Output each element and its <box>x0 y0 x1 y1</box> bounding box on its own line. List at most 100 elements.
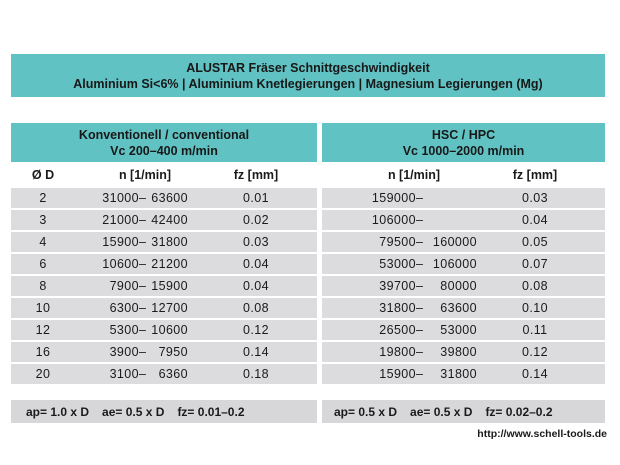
fz-value-conv: 0.08 <box>243 301 269 315</box>
row-conventional-cells: 6 10600–21200 0.04 <box>11 254 317 274</box>
range-dash: – <box>416 279 424 293</box>
n-to: 12700 <box>151 301 188 315</box>
row-hsc-cells: 159000– 0.03 <box>322 188 605 208</box>
n-range-hsc: 106000– <box>370 210 480 230</box>
ap-value-conv: ap= 1.0 x D <box>26 404 90 419</box>
parameter-footer-band: ap= 1.0 x D ae= 0.5 x D fz= 0.01–0.2 ap=… <box>11 400 605 423</box>
n-from: 39700 <box>379 279 416 293</box>
row-conventional-cells: 8 7900–15900 0.04 <box>11 276 317 296</box>
n-to: 31800 <box>151 235 188 249</box>
row-hsc-cells: 31800– 63600 0.10 <box>322 298 605 318</box>
fz-value-hsc: 0.05 <box>522 235 548 249</box>
n-range-conv: 3100–6360 <box>101 364 193 384</box>
n-from: 21000 <box>102 213 139 227</box>
n-to <box>425 188 477 208</box>
n-range-conv: 3900–7950 <box>101 342 193 362</box>
column-header-n-conv: n [1/min] <box>118 168 172 182</box>
fz-value-conv: 0.04 <box>243 279 269 293</box>
fz-value-hsc: 0.04 <box>522 213 548 227</box>
ap-value-hsc: ap= 0.5 x D <box>334 404 398 419</box>
fz-value-conv: 0.14 <box>243 345 269 359</box>
fz-value-hsc: 0.03 <box>522 191 548 205</box>
n-range-conv: 6300–12700 <box>101 298 193 318</box>
n-range-conv: 15900–31800 <box>101 232 193 252</box>
n-range-conv: 5300–10600 <box>101 320 193 340</box>
section-hsc-title: HSC / HPC <box>431 127 496 142</box>
row-hsc-cells: 15900– 31800 0.14 <box>322 364 605 384</box>
row-hsc-cells: 53000–106000 0.07 <box>322 254 605 274</box>
n-to: 106000 <box>432 257 477 271</box>
row-conventional-cells: 20 3100–6360 0.18 <box>11 364 317 384</box>
n-to: 160000 <box>432 235 477 249</box>
column-header-fz-hsc: fz [mm] <box>512 168 558 182</box>
fz-value-conv: 0.03 <box>243 235 269 249</box>
section-conventional-vc: Vc 200–400 m/min <box>110 143 218 158</box>
n-range-hsc: 31800– 63600 <box>370 298 480 318</box>
fz-value-conv: 0.01 <box>243 191 269 205</box>
n-from: 53000 <box>379 257 416 271</box>
range-dash: – <box>139 367 147 381</box>
row-conventional-cells: 2 31000–63600 0.01 <box>11 188 317 208</box>
n-to: 21200 <box>151 257 188 271</box>
row-hsc-cells: 79500–160000 0.05 <box>322 232 605 252</box>
footer-hsc: ap= 0.5 x D ae= 0.5 x D fz= 0.02–0.2 <box>322 400 605 423</box>
range-dash: – <box>416 323 424 337</box>
diameter-value: 12 <box>35 323 51 337</box>
fz-value-conv: 0.02 <box>243 213 269 227</box>
row-conventional-cells: 10 6300–12700 0.08 <box>11 298 317 318</box>
footer-conventional: ap= 1.0 x D ae= 0.5 x D fz= 0.01–0.2 <box>11 400 317 423</box>
fz-value-conv: 0.04 <box>243 257 269 271</box>
n-from: 5300 <box>109 323 139 337</box>
n-range-conv: 7900–15900 <box>101 276 193 296</box>
row-hsc-cells: 26500– 53000 0.11 <box>322 320 605 340</box>
n-to: 31800 <box>440 367 477 381</box>
n-from: 106000 <box>371 213 416 227</box>
fz-value-conv: 0.12 <box>243 323 269 337</box>
diameter-value: 3 <box>39 213 47 227</box>
column-headers-conventional: Ø D n [1/min] fz [mm] <box>11 162 317 188</box>
n-from: 3900 <box>109 345 139 359</box>
n-from: 10600 <box>102 257 139 271</box>
diameter-value: 20 <box>35 367 51 381</box>
diameter-value: 8 <box>39 279 47 293</box>
range-dash: – <box>139 257 147 271</box>
range-dash: – <box>139 235 147 249</box>
n-to: 7950 <box>158 345 188 359</box>
range-dash: – <box>139 213 147 227</box>
n-range-hsc: 19800– 39800 <box>370 342 480 362</box>
row-conventional-cells: 4 15900–31800 0.03 <box>11 232 317 252</box>
n-range-hsc: 159000– <box>370 188 480 208</box>
section-hsc-header: HSC / HPC Vc 1000–2000 m/min <box>322 123 605 162</box>
range-dash: – <box>416 235 424 249</box>
n-range-hsc: 79500–160000 <box>370 232 480 252</box>
diameter-value: 2 <box>39 191 47 205</box>
diameter-value: 4 <box>39 235 47 249</box>
section-conventional-header: Konventionell / conventional Vc 200–400 … <box>11 123 317 162</box>
fz-value-hsc: 0.14 <box>522 367 548 381</box>
n-to: 6360 <box>158 367 188 381</box>
range-dash: – <box>416 345 424 359</box>
row-hsc-cells: 106000– 0.04 <box>322 210 605 230</box>
n-range-hsc: 15900– 31800 <box>370 364 480 384</box>
table-row: 2 31000–63600 0.01 159000– 0.03 <box>11 188 605 208</box>
range-dash: – <box>416 301 424 315</box>
ae-value-hsc: ae= 0.5 x D <box>410 404 473 419</box>
n-from: 79500 <box>379 235 416 249</box>
n-to <box>425 210 477 230</box>
ae-value-conv: ae= 0.5 x D <box>102 404 165 419</box>
range-dash: – <box>416 367 424 381</box>
page-subtitle: Aluminium Si<6% | Aluminium Knetlegierun… <box>73 76 543 91</box>
range-dash: – <box>416 257 424 271</box>
n-from: 6300 <box>109 301 139 315</box>
fz-value-hsc: 0.07 <box>522 257 548 271</box>
row-conventional-cells: 12 5300–10600 0.12 <box>11 320 317 340</box>
row-conventional-cells: 3 21000–42400 0.02 <box>11 210 317 230</box>
n-from: 7900 <box>109 279 139 293</box>
n-from: 15900 <box>102 235 139 249</box>
fz-value-conv: 0.18 <box>243 367 269 381</box>
title-band: ALUSTAR Fräser Schnittgeschwindigkeit Al… <box>11 54 605 97</box>
diameter-value: 16 <box>35 345 51 359</box>
website-url-text: http://www.schell-tools.de <box>477 428 607 440</box>
table-row: 6 10600–21200 0.04 53000–106000 0.07 <box>11 254 605 274</box>
